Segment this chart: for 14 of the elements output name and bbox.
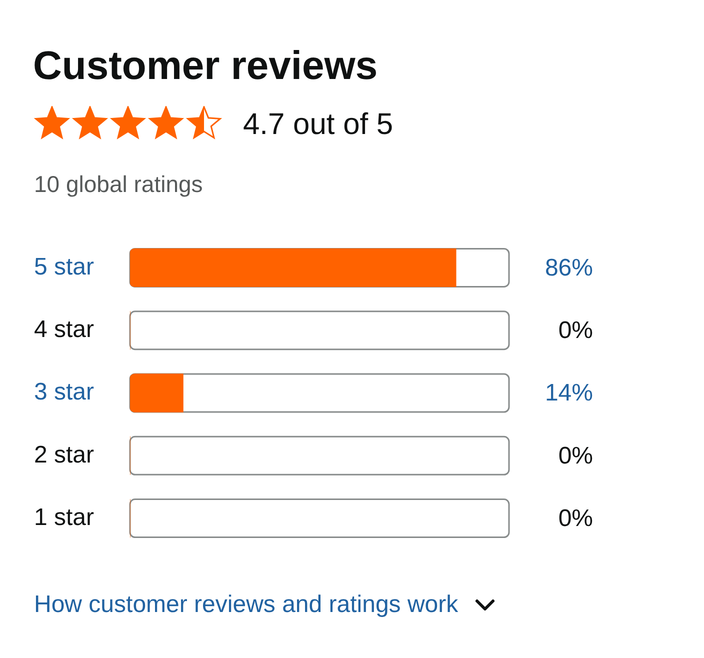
text: 10 global ratings — [34, 171, 203, 198]
data-label: 0% — [558, 442, 593, 470]
y-tick-label: 3 star — [34, 378, 94, 406]
text: How customer reviews and ratings work — [34, 591, 458, 619]
data-label: 14% — [544, 380, 593, 407]
data-label: 0% — [558, 316, 593, 344]
chart-title: Customer reviews — [33, 44, 378, 89]
y-tick-label: 1 star — [34, 504, 94, 531]
y-tick-label: 4 star — [34, 316, 94, 343]
data-label: 0% — [558, 504, 593, 532]
y-tick-label: 5 star — [34, 253, 94, 280]
chart-subtitle: 4.7 out of 5 — [243, 108, 394, 142]
y-tick-label: 2 star — [34, 441, 94, 468]
data-label: 86% — [544, 254, 593, 282]
